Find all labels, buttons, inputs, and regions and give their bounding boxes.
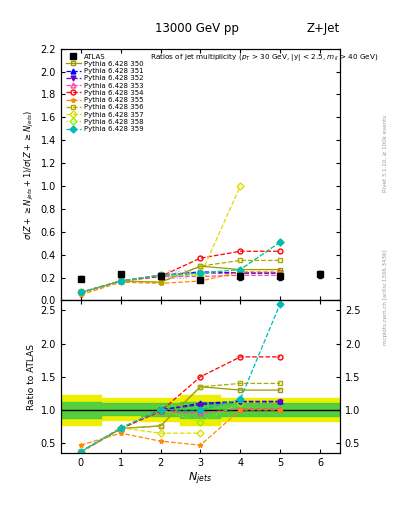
Pythia 6.428 354 [238, 248, 242, 254]
Pythia 6.428 353 [278, 272, 283, 279]
Pythia 6.428 359 [158, 272, 163, 279]
Pythia 6.428 357 [238, 183, 242, 189]
Pythia 6.428 351 [198, 269, 203, 275]
Legend: ATLAS, Pythia 6.428 350, Pythia 6.428 351, Pythia 6.428 352, Pythia 6.428 353, P: ATLAS, Pythia 6.428 350, Pythia 6.428 35… [64, 52, 145, 134]
Pythia 6.428 353 [238, 272, 242, 279]
Pythia 6.428 350 [198, 263, 203, 269]
Line: Pythia 6.428 357: Pythia 6.428 357 [79, 184, 243, 295]
Pythia 6.428 359 [118, 278, 123, 284]
Text: mcplots.cern.ch [arXiv:1306.3436]: mcplots.cern.ch [arXiv:1306.3436] [383, 249, 387, 345]
Pythia 6.428 357 [198, 272, 203, 279]
Pythia 6.428 358 [198, 271, 203, 277]
Pythia 6.428 359 [198, 270, 203, 276]
Text: /ELAS_26J
1514251: /ELAS_26J 1514251 [167, 269, 191, 281]
Pythia 6.428 353 [118, 278, 123, 284]
Pythia 6.428 355 [278, 269, 283, 275]
Pythia 6.428 357 [158, 272, 163, 279]
Text: Ratios of jet multiplicity ($p_T$ > 30 GeV, |y| < 2.5, $m_{ll}$ > 40 GeV): Ratios of jet multiplicity ($p_T$ > 30 G… [150, 52, 379, 63]
Pythia 6.428 355 [79, 292, 83, 298]
Pythia 6.428 355 [158, 280, 163, 286]
Pythia 6.428 358 [158, 272, 163, 279]
Pythia 6.428 356 [198, 263, 203, 269]
Line: Pythia 6.428 356: Pythia 6.428 356 [79, 258, 283, 295]
Pythia 6.428 354 [79, 289, 83, 295]
Pythia 6.428 359 [278, 239, 283, 245]
Text: Z+Jet: Z+Jet [307, 22, 340, 34]
Line: Pythia 6.428 351: Pythia 6.428 351 [79, 269, 283, 295]
Pythia 6.428 353 [79, 289, 83, 295]
Pythia 6.428 352 [158, 272, 163, 279]
Pythia 6.428 351 [278, 270, 283, 276]
Line: Pythia 6.428 354: Pythia 6.428 354 [79, 249, 283, 295]
Pythia 6.428 356 [238, 258, 242, 264]
Pythia 6.428 357 [79, 289, 83, 295]
Pythia 6.428 353 [198, 273, 203, 280]
Pythia 6.428 359 [238, 267, 242, 273]
Pythia 6.428 358 [118, 278, 123, 284]
Pythia 6.428 352 [278, 270, 283, 276]
Pythia 6.428 359 [79, 289, 83, 295]
Pythia 6.428 356 [158, 279, 163, 285]
Pythia 6.428 358 [278, 239, 283, 245]
Line: Pythia 6.428 353: Pythia 6.428 353 [79, 273, 283, 295]
Pythia 6.428 354 [118, 278, 123, 284]
Pythia 6.428 350 [238, 267, 242, 273]
Pythia 6.428 352 [238, 270, 242, 276]
Pythia 6.428 350 [278, 267, 283, 273]
Line: Pythia 6.428 350: Pythia 6.428 350 [79, 264, 283, 295]
Pythia 6.428 356 [79, 289, 83, 295]
Pythia 6.428 350 [79, 289, 83, 295]
Text: 13000 GeV pp: 13000 GeV pp [154, 22, 239, 34]
Pythia 6.428 352 [198, 270, 203, 276]
Pythia 6.428 358 [79, 289, 83, 295]
Line: Pythia 6.428 358: Pythia 6.428 358 [79, 240, 283, 295]
Pythia 6.428 356 [278, 258, 283, 264]
Line: Pythia 6.428 359: Pythia 6.428 359 [79, 240, 283, 295]
Pythia 6.428 351 [118, 278, 123, 284]
Pythia 6.428 358 [238, 267, 242, 273]
Y-axis label: $\sigma(Z + \geq N_{jets}+1) / \sigma(Z + \geq N_{jets})$: $\sigma(Z + \geq N_{jets}+1) / \sigma(Z … [23, 110, 37, 240]
Pythia 6.428 352 [79, 289, 83, 295]
Pythia 6.428 354 [198, 255, 203, 261]
Line: Pythia 6.428 355: Pythia 6.428 355 [79, 269, 283, 297]
Pythia 6.428 356 [118, 278, 123, 284]
Text: Rivet 3.1.10, ≥ 100k events: Rivet 3.1.10, ≥ 100k events [383, 115, 387, 192]
Pythia 6.428 351 [79, 289, 83, 295]
Pythia 6.428 355 [238, 269, 242, 275]
Pythia 6.428 353 [158, 273, 163, 280]
Pythia 6.428 354 [278, 248, 283, 254]
Pythia 6.428 351 [158, 272, 163, 279]
Y-axis label: Ratio to ATLAS: Ratio to ATLAS [28, 344, 37, 410]
Pythia 6.428 355 [118, 279, 123, 285]
Pythia 6.428 350 [118, 278, 123, 284]
Pythia 6.428 351 [238, 270, 242, 276]
Line: Pythia 6.428 352: Pythia 6.428 352 [79, 270, 283, 295]
Pythia 6.428 352 [118, 278, 123, 284]
Pythia 6.428 354 [158, 273, 163, 280]
X-axis label: $N_{jets}$: $N_{jets}$ [188, 471, 213, 487]
Pythia 6.428 350 [158, 279, 163, 285]
Pythia 6.428 357 [118, 278, 123, 284]
Pythia 6.428 355 [198, 278, 203, 284]
